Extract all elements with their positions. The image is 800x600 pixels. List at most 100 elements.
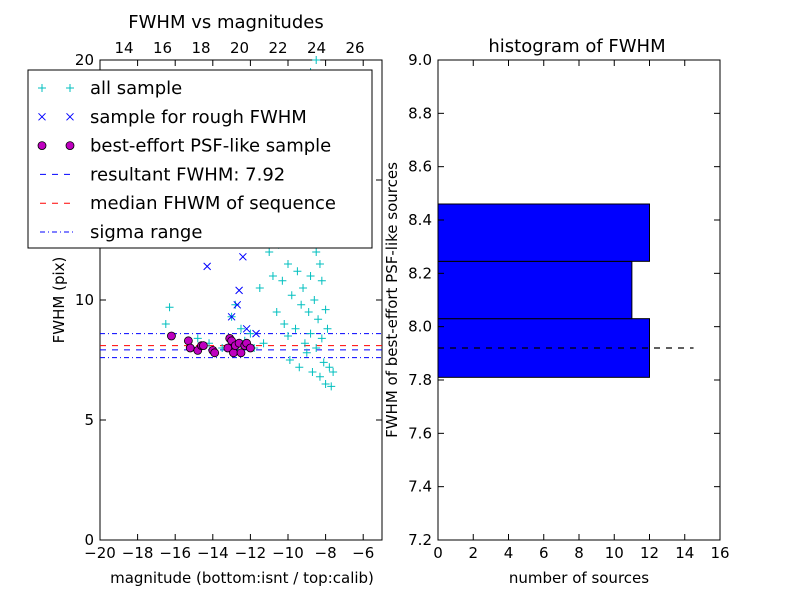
histogram-title: histogram of FWHM (488, 36, 665, 57)
all-sample-point (259, 339, 268, 348)
all-sample-point (329, 368, 338, 376)
rough-fwhm-point (239, 252, 247, 261)
top-x-tick-label: 20 (230, 39, 249, 57)
x-tick-label: −12 (235, 544, 267, 562)
all-sample-point (317, 334, 326, 343)
all-sample-point (293, 267, 302, 276)
scatter-panel: −20−18−16−14−12−10−8−6051015201416182022… (27, 12, 383, 587)
y-tick-label: 7.4 (408, 478, 432, 496)
legend-label: sample for rough FWHM (90, 107, 307, 128)
top-x-tick-label: 26 (345, 39, 364, 57)
top-x-tick-label: 22 (268, 39, 287, 57)
all-sample-point (308, 368, 317, 376)
x-tick-label: 0 (433, 544, 443, 562)
psf-like-point (167, 331, 176, 341)
legend-marker (38, 84, 46, 92)
x-tick-label: −18 (122, 544, 154, 562)
all-sample-point (287, 291, 296, 300)
x-tick-label: 2 (468, 544, 478, 562)
legend-rough-fwhm: sample for rough FWHM (38, 107, 307, 128)
legend-entries: all sample sample for rough FWHM best-effo… (37, 78, 336, 243)
all-sample-point (323, 324, 332, 333)
all-sample-point (295, 363, 304, 372)
all-sample-point (319, 358, 328, 367)
all-sample-point (285, 356, 294, 364)
rough-fwhm-point (203, 262, 212, 271)
top-x-tick-label: 18 (191, 39, 210, 57)
legend-resultant-fwhm: resultant FWHM: 7.92 (40, 164, 285, 185)
all-sample-point (317, 276, 326, 285)
y-tick-label: 8.0 (408, 318, 432, 336)
top-x-tick-label: 14 (114, 39, 133, 57)
y-tick-label: 9.0 (408, 51, 432, 69)
rough-fwhm-point (235, 286, 243, 295)
y-tick-label: 8.8 (408, 104, 432, 122)
x-tick-label: 16 (710, 544, 729, 562)
histogram-panel: 0 2 4 6 8 10 12 14 16 7.2 7.4 7.6 7.8 8.0 8.2 8.4 8.6 8.8… (383, 36, 730, 587)
histogram-bar (437, 318, 650, 378)
all-sample-point (161, 320, 170, 328)
histogram-y-axis-label: FWHM of best-effort PSF-like sources (383, 162, 401, 438)
legend-label: all sample (90, 78, 182, 99)
legend-marker (37, 141, 47, 151)
x-tick-label: 6 (539, 544, 549, 562)
x-tick-label: 8 (574, 544, 584, 562)
all-sample-point (302, 348, 311, 357)
all-sample-point (165, 303, 174, 312)
x-tick-label: 14 (675, 544, 694, 562)
all-sample-point (304, 308, 313, 316)
all-sample-point (278, 276, 287, 285)
x-tick-label: 12 (640, 544, 659, 562)
psf-like-point (183, 336, 193, 346)
rough-fwhm-point (252, 329, 260, 338)
scatter-x-axis-label: magnitude (bottom:isnt / top:calib) (110, 569, 374, 587)
all-sample-point (315, 260, 324, 268)
top-x-tick-label: 24 (307, 39, 326, 57)
x-tick-label: −6 (352, 544, 374, 562)
rough-fwhm-point (233, 300, 242, 309)
legend-marker (66, 84, 74, 92)
all-sample-point (314, 315, 323, 324)
x-tick-label: −14 (197, 544, 229, 562)
x-tick-label: −8 (315, 544, 337, 562)
all-sample-point (312, 248, 321, 256)
all-sample-point (255, 284, 264, 292)
legend-box (27, 69, 373, 249)
scatter-ticks: −20−18−16−14−12−10−8−6051015201416182022… (75, 39, 382, 562)
y-tick-label: 20 (75, 51, 94, 69)
legend-label: best-effort PSF-like sample (90, 136, 331, 157)
all-sample-point (268, 272, 277, 280)
all-sample-point (291, 324, 300, 333)
all-sample-point (231, 300, 240, 309)
all-sample-point (321, 380, 330, 388)
legend-marker (66, 112, 74, 121)
legend: all sample sample for rough FWHM best-effo… (27, 69, 373, 249)
all-sample-point (321, 305, 330, 314)
all-sample-point (284, 260, 292, 268)
all-sample-point (193, 334, 202, 343)
all-sample-point (284, 332, 292, 340)
all-sample-point (297, 300, 306, 309)
all-sample-point (280, 320, 289, 328)
psf-like-point (245, 343, 255, 353)
all-sample-point (272, 308, 281, 316)
top-x-tick-label: 16 (153, 39, 172, 57)
y-tick-label: 7.2 (408, 531, 432, 549)
histogram-x-axis-label: number of sources (509, 569, 649, 587)
psf-like-point (198, 341, 208, 351)
all-sample-point (300, 339, 309, 348)
y-tick-label: 8.4 (408, 211, 432, 229)
legend-label: resultant FWHM: 7.92 (90, 164, 285, 185)
x-tick-label: −20 (84, 544, 116, 562)
legend-sigma-range: sigma range (40, 222, 202, 243)
y-tick-label: 8.6 (408, 158, 432, 176)
psf-like-point (229, 348, 238, 358)
all-sample-point (310, 296, 319, 304)
histogram-bar (437, 203, 650, 262)
y-tick-label: 10 (75, 291, 94, 309)
all-sample-point (312, 56, 321, 64)
legend-all-sample: all sample (38, 78, 182, 99)
y-tick-label: 7.6 (408, 424, 432, 442)
psf-like-point (236, 348, 246, 358)
